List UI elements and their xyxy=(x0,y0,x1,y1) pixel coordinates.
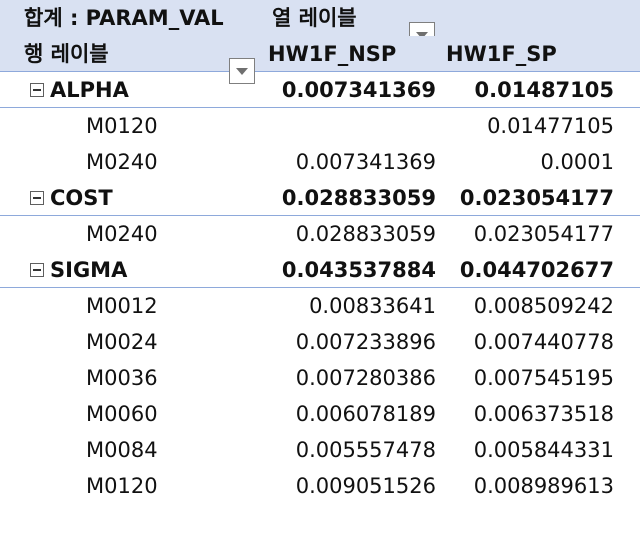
column-header-hw1f-nsp: HW1F_NSP xyxy=(268,42,397,66)
value-nsp: 0.007233896 xyxy=(295,330,436,354)
collapse-minus-icon[interactable] xyxy=(30,263,44,277)
row-labels-caption: 행 레이블 xyxy=(24,42,109,66)
table-row: M0012 0.00833641 0.008509242 xyxy=(0,288,640,324)
pivot-header-row-values: 합계 : PARAM_VAL 열 레이블 xyxy=(0,0,640,48)
value-nsp: 0.00833641 xyxy=(309,294,436,318)
column-labels-caption: 열 레이블 xyxy=(272,6,357,30)
group-total-nsp: 0.007341369 xyxy=(281,78,436,102)
row-label: M0240 xyxy=(86,150,158,174)
group-total-sp: 0.044702677 xyxy=(459,258,614,282)
row-label: M0036 xyxy=(86,366,158,390)
value-sp: 0.008509242 xyxy=(473,294,614,318)
row-label: M0060 xyxy=(86,402,158,426)
value-nsp: 0.007341369 xyxy=(295,150,436,174)
table-row: M0120 0.009051526 0.008989613 xyxy=(0,468,640,504)
group-row-cost[interactable]: COST 0.028833059 0.023054177 xyxy=(0,180,640,216)
value-sp: 0.007545195 xyxy=(473,366,614,390)
table-row: M0084 0.005557478 0.005844331 xyxy=(0,432,640,468)
group-total-nsp: 0.043537884 xyxy=(281,258,436,282)
row-label: M0024 xyxy=(86,330,158,354)
value-nsp: 0.005557478 xyxy=(295,438,436,462)
value-sp: 0.023054177 xyxy=(473,222,614,246)
value-nsp: 0.009051526 xyxy=(295,474,436,498)
column-header-hw1f-sp: HW1F_SP xyxy=(446,42,557,66)
value-nsp: 0.028833059 xyxy=(295,222,436,246)
row-filter-dropdown-icon[interactable] xyxy=(229,58,255,84)
group-label: SIGMA xyxy=(50,258,128,282)
group-total-sp: 0.023054177 xyxy=(459,186,614,210)
row-label: M0120 xyxy=(86,114,158,138)
value-sp: 0.007440778 xyxy=(473,330,614,354)
values-field-label: 합계 : PARAM_VAL xyxy=(24,6,224,30)
table-row: M0120 0.01477105 xyxy=(0,108,640,144)
value-nsp: 0.007280386 xyxy=(295,366,436,390)
table-row: M0036 0.007280386 0.007545195 xyxy=(0,360,640,396)
value-sp: 0.008989613 xyxy=(473,474,614,498)
value-sp: 0.01477105 xyxy=(487,114,614,138)
table-row: M0060 0.006078189 0.006373518 xyxy=(0,396,640,432)
pivot-table: 합계 : PARAM_VAL 열 레이블 행 레이블 HW1F_NSP HW1F… xyxy=(0,0,640,504)
value-sp: 0.006373518 xyxy=(473,402,614,426)
table-row: M0024 0.007233896 0.007440778 xyxy=(0,324,640,360)
collapse-minus-icon[interactable] xyxy=(30,191,44,205)
value-sp: 0.0001 xyxy=(540,150,614,174)
value-sp: 0.005844331 xyxy=(473,438,614,462)
collapse-minus-icon[interactable] xyxy=(30,83,44,97)
group-total-sp: 0.01487105 xyxy=(474,78,614,102)
group-row-alpha[interactable]: ALPHA 0.007341369 0.01487105 xyxy=(0,72,640,108)
pivot-header-row-columns: 행 레이블 HW1F_NSP HW1F_SP xyxy=(0,36,640,84)
row-label: M0084 xyxy=(86,438,158,462)
group-label: ALPHA xyxy=(50,78,129,102)
row-label: M0012 xyxy=(86,294,158,318)
value-nsp: 0.006078189 xyxy=(295,402,436,426)
table-row: M0240 0.007341369 0.0001 xyxy=(0,144,640,180)
group-row-sigma[interactable]: SIGMA 0.043537884 0.044702677 xyxy=(0,252,640,288)
row-label: M0120 xyxy=(86,474,158,498)
group-label: COST xyxy=(50,186,113,210)
group-total-nsp: 0.028833059 xyxy=(281,186,436,210)
row-label: M0240 xyxy=(86,222,158,246)
table-row: M0240 0.028833059 0.023054177 xyxy=(0,216,640,252)
